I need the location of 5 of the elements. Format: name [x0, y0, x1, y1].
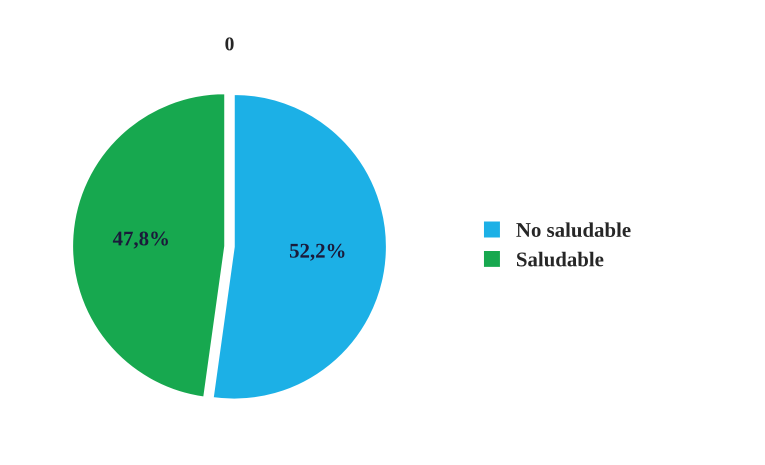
legend-label: Saludable: [517, 252, 604, 266]
data-label: 52,2%: [290, 244, 344, 261]
chart-title: 0: [225, 37, 234, 50]
legend-label: No saludable: [516, 222, 631, 238]
data-label: 47,8%: [112, 231, 168, 249]
